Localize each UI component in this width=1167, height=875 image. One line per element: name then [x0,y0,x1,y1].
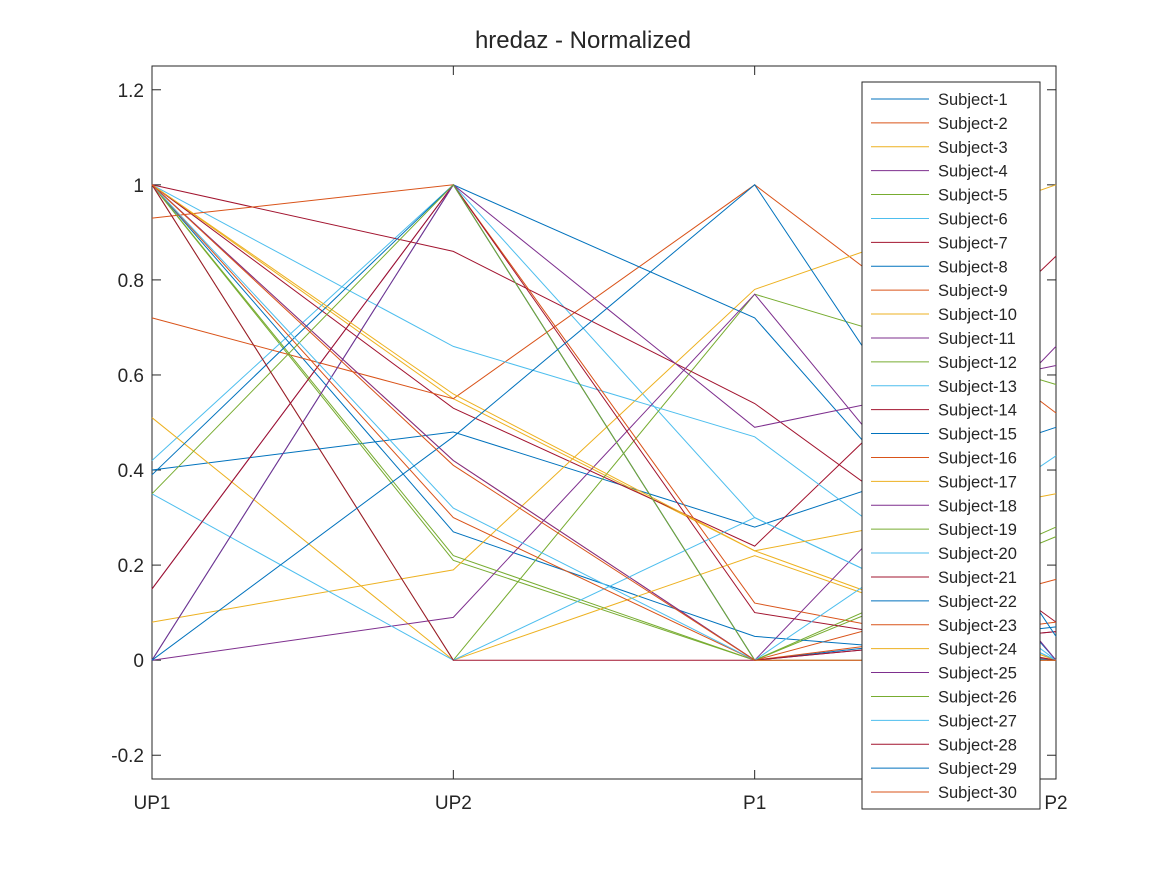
y-tick-label: 0 [133,651,144,672]
x-tick-label: P2 [1044,793,1067,814]
y-tick-label: 0.6 [118,366,144,387]
legend-label: Subject-20 [938,545,1017,563]
y-tick-label: -0.2 [111,746,144,767]
y-tick-label: 0.8 [118,271,144,292]
legend-label: Subject-11 [938,330,1016,348]
legend-entry[interactable]: Subject-21 [871,569,1017,587]
legend-entry[interactable]: Subject-23 [871,617,1017,635]
x-axis: UP1 UP2 P1 P2 [134,66,1068,814]
legend-label: Subject-3 [938,139,1008,157]
legend-label: Subject-29 [938,760,1017,778]
legend-label: Subject-14 [938,402,1017,420]
legend-box [861,81,1041,810]
legend-label: Subject-4 [938,163,1008,181]
legend-label: Subject-26 [938,688,1017,706]
legend-entry[interactable]: Subject-27 [871,712,1017,730]
legend-entry[interactable]: Subject-13 [871,378,1017,396]
x-tick-label: P1 [743,793,766,814]
legend-entry[interactable]: Subject-10 [871,306,1017,324]
legend-entry[interactable]: Subject-5 [871,187,1008,205]
legend[interactable]: Subject-1 Subject-2 Subject-3 Subject-4 Subj… [861,81,1041,810]
legend-label: Subject-25 [938,665,1017,683]
y-tick-label: 0.2 [118,556,144,577]
legend-entry[interactable]: Subject-29 [871,760,1017,778]
legend-label: Subject-5 [938,187,1008,205]
legend-entry[interactable]: Subject-14 [871,402,1017,420]
legend-label: Subject-24 [938,641,1017,659]
legend-label: Subject-28 [938,736,1017,754]
legend-entry[interactable]: Subject-9 [871,282,1008,300]
legend-entry[interactable]: Subject-16 [871,449,1017,467]
legend-label: Subject-18 [938,497,1017,515]
legend-entry[interactable]: Subject-4 [871,163,1008,181]
legend-entry[interactable]: Subject-28 [871,736,1017,754]
chart-title: hredaz - Normalized [475,27,691,54]
legend-label: Subject-13 [938,378,1017,396]
legend-entry[interactable]: Subject-30 [871,784,1017,802]
legend-entry[interactable]: Subject-25 [871,665,1017,683]
legend-label: Subject-21 [938,569,1017,587]
legend-entry[interactable]: Subject-3 [871,139,1008,157]
legend-entry[interactable]: Subject-26 [871,688,1017,706]
legend-label: Subject-15 [938,426,1017,444]
legend-label: Subject-7 [938,234,1008,252]
legend-entry[interactable]: Subject-11 [871,330,1016,348]
legend-label: Subject-30 [938,784,1017,802]
legend-label: Subject-17 [938,473,1017,491]
legend-label: Subject-22 [938,593,1017,611]
y-tick-label: 1.2 [118,81,144,102]
legend-entry[interactable]: Subject-24 [871,641,1017,659]
legend-label: Subject-10 [938,306,1017,324]
legend-entry[interactable]: Subject-2 [871,115,1008,133]
legend-label: Subject-2 [938,115,1008,133]
legend-label: Subject-23 [938,617,1017,635]
legend-entry[interactable]: Subject-6 [871,210,1008,228]
x-tick-label: UP2 [435,793,472,814]
legend-label: Subject-9 [938,282,1008,300]
legend-label: Subject-19 [938,521,1017,539]
legend-entry[interactable]: Subject-22 [871,593,1017,611]
legend-label: Subject-16 [938,449,1017,467]
legend-label: Subject-6 [938,210,1008,228]
legend-entry[interactable]: Subject-18 [871,497,1017,515]
legend-entry[interactable]: Subject-8 [871,258,1008,276]
legend-label: Subject-12 [938,354,1017,372]
legend-label: Subject-27 [938,712,1017,730]
legend-entry[interactable]: Subject-12 [871,354,1017,372]
legend-entry[interactable]: Subject-19 [871,521,1017,539]
legend-label: Subject-1 [938,91,1008,109]
legend-entry[interactable]: Subject-7 [871,234,1008,252]
y-tick-label: 1 [133,176,144,197]
y-tick-label: 0.4 [118,461,145,482]
legend-entry[interactable]: Subject-15 [871,426,1017,444]
legend-entry[interactable]: Subject-1 [871,91,1008,109]
legend-entry[interactable]: Subject-20 [871,545,1017,563]
legend-entry[interactable]: Subject-17 [871,473,1017,491]
legend-label: Subject-8 [938,258,1008,276]
x-tick-label: UP1 [134,793,171,814]
